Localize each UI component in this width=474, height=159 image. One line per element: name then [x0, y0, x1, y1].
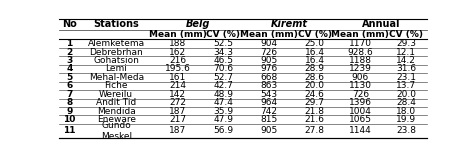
Text: Gohatsion: Gohatsion: [93, 56, 139, 65]
Text: Eneware: Eneware: [97, 115, 136, 124]
Text: 47.9: 47.9: [213, 115, 234, 124]
Text: Fiche: Fiche: [104, 81, 128, 90]
Text: 1239: 1239: [349, 64, 372, 73]
Text: 11: 11: [63, 126, 76, 135]
Text: 217: 217: [169, 115, 186, 124]
Text: 1065: 1065: [349, 115, 372, 124]
Text: CV (%): CV (%): [389, 30, 423, 39]
Text: Mendida: Mendida: [97, 107, 136, 116]
Text: 24.6: 24.6: [305, 90, 325, 99]
Text: 216: 216: [169, 56, 186, 65]
Text: 27.8: 27.8: [305, 126, 325, 135]
Text: 56.9: 56.9: [213, 126, 234, 135]
Text: 3: 3: [66, 56, 73, 65]
Text: 21.8: 21.8: [305, 107, 325, 116]
Text: 726: 726: [352, 90, 369, 99]
Text: 16.4: 16.4: [305, 56, 325, 65]
Text: 46.5: 46.5: [213, 56, 234, 65]
Text: 1188: 1188: [349, 56, 372, 65]
Text: 28.6: 28.6: [305, 73, 325, 82]
Text: 21.6: 21.6: [305, 115, 325, 124]
Text: 19.9: 19.9: [396, 115, 416, 124]
Text: 12.1: 12.1: [396, 48, 416, 57]
Text: 1170: 1170: [349, 39, 372, 48]
Text: Stations: Stations: [93, 19, 139, 29]
Text: 976: 976: [261, 64, 278, 73]
Text: 1144: 1144: [349, 126, 372, 135]
Text: 48.9: 48.9: [213, 90, 234, 99]
Text: 6: 6: [66, 81, 73, 90]
Text: 8: 8: [66, 98, 73, 107]
Text: 543: 543: [261, 90, 278, 99]
Text: 35.9: 35.9: [213, 107, 234, 116]
Text: 904: 904: [261, 39, 278, 48]
Text: Debrebrhan: Debrebrhan: [90, 48, 143, 57]
Text: 14.2: 14.2: [396, 56, 416, 65]
Text: Mehal-Meda: Mehal-Meda: [89, 73, 144, 82]
Text: 29.7: 29.7: [305, 98, 325, 107]
Text: 52.5: 52.5: [213, 39, 234, 48]
Text: 187: 187: [169, 126, 186, 135]
Text: 2: 2: [66, 48, 73, 57]
Text: 5: 5: [66, 73, 73, 82]
Text: 726: 726: [261, 48, 278, 57]
Text: 20.0: 20.0: [305, 81, 325, 90]
Text: 742: 742: [261, 107, 278, 116]
Text: 188: 188: [169, 39, 186, 48]
Text: 815: 815: [261, 115, 278, 124]
Text: 9: 9: [66, 107, 73, 116]
Text: Mean (mm): Mean (mm): [149, 30, 207, 39]
Text: 905: 905: [261, 56, 278, 65]
Text: 31.6: 31.6: [396, 64, 416, 73]
Text: CV (%): CV (%): [298, 30, 332, 39]
Text: 142: 142: [169, 90, 186, 99]
Text: Alemketema: Alemketema: [88, 39, 145, 48]
Text: 1396: 1396: [349, 98, 372, 107]
Text: 28.4: 28.4: [396, 98, 416, 107]
Text: 42.7: 42.7: [214, 81, 233, 90]
Text: Wereilu: Wereilu: [99, 90, 133, 99]
Text: Gundo
Meskel: Gundo Meskel: [100, 121, 132, 141]
Text: No: No: [62, 19, 77, 29]
Text: 34.3: 34.3: [213, 48, 234, 57]
Text: CV (%): CV (%): [207, 30, 240, 39]
Text: 23.1: 23.1: [396, 73, 416, 82]
Text: Andit Tid: Andit Tid: [96, 98, 137, 107]
Text: Belg: Belg: [186, 19, 210, 29]
Text: 70.6: 70.6: [213, 64, 234, 73]
Text: 20.0: 20.0: [396, 90, 416, 99]
Text: 7: 7: [66, 90, 73, 99]
Text: Annual: Annual: [362, 19, 400, 29]
Text: 23.8: 23.8: [396, 126, 416, 135]
Text: 47.4: 47.4: [214, 98, 233, 107]
Text: 162: 162: [169, 48, 186, 57]
Text: 52.7: 52.7: [213, 73, 234, 82]
Text: 25.0: 25.0: [305, 39, 325, 48]
Text: 668: 668: [261, 73, 278, 82]
Text: Kiremt: Kiremt: [271, 19, 308, 29]
Text: Lemi: Lemi: [105, 64, 127, 73]
Text: 1004: 1004: [349, 107, 372, 116]
Text: Mean (mm): Mean (mm): [331, 30, 389, 39]
Text: 1130: 1130: [349, 81, 372, 90]
Text: 272: 272: [169, 98, 186, 107]
Text: Mean (mm): Mean (mm): [240, 30, 298, 39]
Text: 13.7: 13.7: [396, 81, 416, 90]
Text: 928.6: 928.6: [347, 48, 374, 57]
Text: 161: 161: [169, 73, 186, 82]
Text: 10: 10: [64, 115, 76, 124]
Text: 18.0: 18.0: [396, 107, 416, 116]
Text: 16.4: 16.4: [305, 48, 325, 57]
Text: 195.6: 195.6: [165, 64, 191, 73]
Text: 214: 214: [169, 81, 186, 90]
Text: 4: 4: [66, 64, 73, 73]
Text: 905: 905: [261, 126, 278, 135]
Text: 863: 863: [261, 81, 278, 90]
Text: 29.3: 29.3: [396, 39, 416, 48]
Text: 28.9: 28.9: [305, 64, 325, 73]
Text: 187: 187: [169, 107, 186, 116]
Text: 964: 964: [261, 98, 278, 107]
Text: 1: 1: [66, 39, 73, 48]
Text: 906: 906: [352, 73, 369, 82]
